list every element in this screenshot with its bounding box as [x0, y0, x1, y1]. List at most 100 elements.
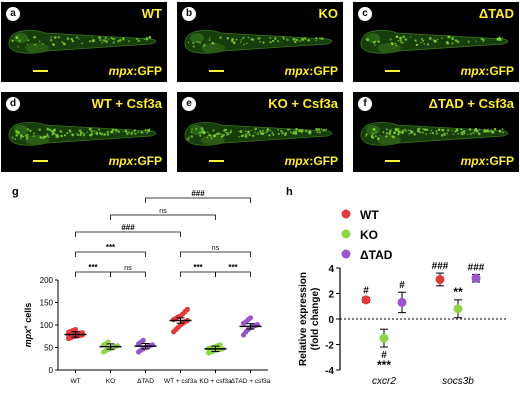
gfp-cell: [210, 135, 212, 137]
gfp-cell: [225, 128, 228, 131]
panel-letter: b: [182, 7, 196, 21]
gfp-cell: [112, 37, 116, 41]
gfp-cell: [71, 39, 74, 43]
gfp-cell: [35, 36, 37, 38]
gfp-cell: [112, 41, 115, 44]
gfp-cell: [397, 127, 400, 130]
gfp-cell: [472, 131, 475, 135]
gfp-cell: [211, 42, 214, 45]
larva-gfp-image: [360, 121, 509, 146]
gfp-cell: [446, 41, 449, 45]
scale-bar: [209, 70, 224, 72]
larva-gfp-image: [8, 121, 157, 146]
gfp-cell: [148, 36, 152, 39]
fish-image-panel-d: d WT + Csf3a mpx:GFP: [1, 92, 167, 172]
significance-label: ###: [432, 261, 449, 272]
gfp-cell: [416, 129, 420, 133]
x-category-label: cxcr2: [372, 376, 396, 387]
gfp-cell: [104, 36, 107, 40]
significance-bracket: [180, 251, 251, 257]
gfp-cell: [60, 134, 63, 138]
gfp-cell: [220, 135, 223, 138]
gfp-cell: [206, 136, 209, 139]
gfp-cell: [284, 133, 286, 136]
gfp-cell: [55, 136, 58, 139]
gfp-cell: [475, 40, 478, 42]
gfp-cell: [187, 41, 190, 44]
gfp-cell: [262, 132, 264, 135]
gfp-cell: [98, 36, 101, 39]
gfp-cell: [292, 132, 295, 135]
gfp-cell: [208, 39, 211, 41]
gfp-cell: [452, 133, 454, 135]
gfp-cell: [252, 134, 255, 137]
gfp-cell: [300, 40, 302, 42]
gfp-cell: [17, 45, 19, 48]
gfp-cell: [412, 131, 414, 133]
gfp-cell: [389, 38, 392, 41]
data-point: [361, 295, 371, 305]
gfp-cell: [15, 133, 19, 137]
significance-bracket: [75, 231, 181, 237]
larva-gfp-image: [184, 29, 333, 54]
gfp-cell: [282, 38, 285, 40]
gfp-cell: [388, 133, 390, 135]
gfp-cell: [54, 36, 56, 38]
gfp-cell: [269, 41, 271, 43]
gfp-cell: [288, 128, 291, 130]
gfp-cell: [408, 132, 411, 135]
gfp-cell: [26, 128, 30, 131]
gfp-cell: [493, 127, 497, 131]
gfp-cell: [15, 36, 19, 40]
gfp-cell: [420, 37, 424, 41]
gfp-cell: [422, 39, 425, 42]
gfp-cell: [431, 131, 435, 135]
gfp-cell: [258, 37, 261, 39]
gfp-cell: [372, 127, 376, 131]
data-point: [397, 297, 407, 307]
fish-image-panel-e: e KO + Csf3a mpx:GFP: [177, 92, 343, 172]
significance-label: ns: [124, 265, 132, 272]
gfp-cell: [231, 38, 234, 41]
y-tick-label: 4: [328, 264, 334, 275]
significance-label: #: [399, 280, 405, 291]
larva-yolk: [201, 43, 225, 53]
gfp-cell: [240, 134, 244, 138]
gfp-cell: [103, 133, 107, 136]
significance-bracket: [145, 197, 251, 203]
gfp-cell: [277, 128, 279, 131]
gfp-cell: [422, 127, 425, 131]
gfp-cell: [33, 36, 36, 39]
y-axis-label-line2: (fold change): [310, 288, 321, 351]
x-tick-label: WT: [70, 378, 80, 385]
gfp-cell: [79, 133, 82, 137]
gfp-cell: [198, 131, 202, 135]
gfp-cell: [370, 134, 374, 138]
gfp-cell: [478, 132, 481, 136]
y-tick-label: 0: [49, 366, 54, 375]
gfp-cell: [128, 40, 130, 43]
gfp-cell: [111, 38, 114, 40]
gfp-cell: [490, 129, 493, 132]
scale-bar: [385, 160, 400, 162]
gfp-cell: [135, 37, 139, 40]
significance-bracket: [215, 271, 251, 277]
gfp-cell: [261, 129, 264, 132]
reporter-label: mpx:GFP: [284, 154, 338, 168]
gfp-cell: [399, 40, 402, 43]
gfp-cell: [388, 131, 392, 134]
y-axis-label-line1: Relative expression: [298, 272, 309, 366]
gfp-cell: [467, 40, 470, 44]
gfp-cell: [325, 128, 327, 131]
gfp-cell: [199, 134, 202, 137]
gfp-cell: [385, 135, 388, 138]
gfp-cell: [454, 39, 458, 42]
gfp-cell: [55, 134, 58, 137]
gfp-cell: [192, 42, 195, 44]
gfp-cell: [487, 131, 489, 133]
gfp-cell: [88, 127, 92, 131]
gfp-cell: [395, 44, 398, 47]
x-tick-label: ΔTAD: [137, 378, 154, 385]
gfp-cell: [365, 133, 368, 136]
